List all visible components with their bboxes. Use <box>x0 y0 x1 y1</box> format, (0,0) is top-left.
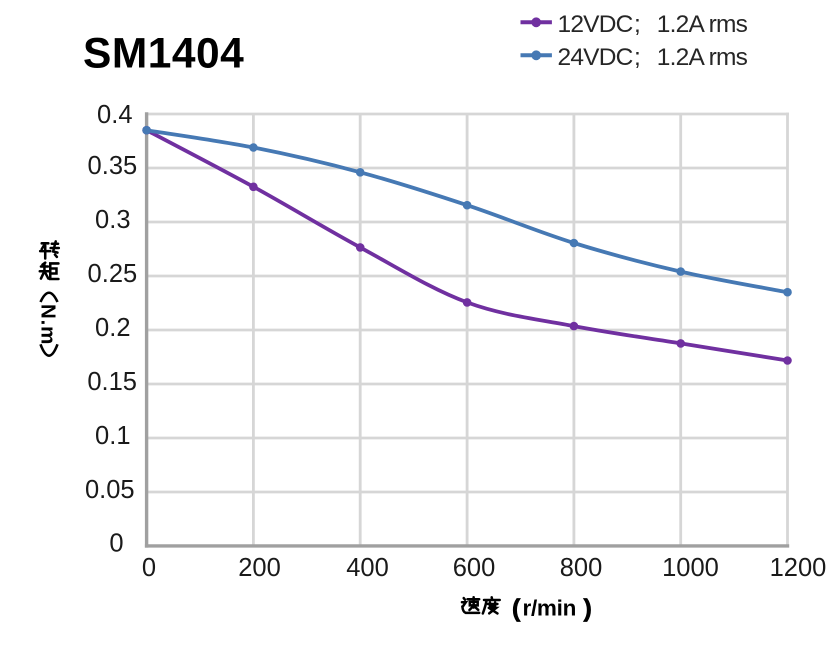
svg-text:800: 800 <box>560 554 603 582</box>
svg-text:;: ; <box>634 44 641 71</box>
svg-text:12VDC: 12VDC <box>558 11 633 38</box>
svg-text:0.2: 0.2 <box>95 314 130 342</box>
svg-text:0.25: 0.25 <box>88 260 138 288</box>
svg-text:0: 0 <box>109 530 123 558</box>
svg-text:1.2A rms: 1.2A rms <box>657 11 748 38</box>
svg-text:SM1404: SM1404 <box>83 31 244 78</box>
svg-text:N.m: N.m <box>37 304 60 345</box>
svg-text:0.05: 0.05 <box>85 476 135 504</box>
svg-text:1.2A rms: 1.2A rms <box>657 44 748 71</box>
svg-text:0.3: 0.3 <box>95 206 130 234</box>
svg-text:0.35: 0.35 <box>88 152 138 180</box>
svg-text:): ) <box>584 595 592 623</box>
svg-text:24VDC: 24VDC <box>558 44 633 71</box>
svg-text:(: ( <box>512 595 521 623</box>
svg-text:0.15: 0.15 <box>87 368 137 396</box>
svg-text:0.4: 0.4 <box>97 101 132 129</box>
svg-text:1200: 1200 <box>770 554 827 582</box>
svg-text:0: 0 <box>142 554 156 582</box>
svg-text:;: ; <box>634 11 641 38</box>
svg-text:0.1: 0.1 <box>95 422 130 450</box>
svg-text:400: 400 <box>346 554 389 582</box>
svg-text:600: 600 <box>453 554 496 582</box>
svg-text:200: 200 <box>238 554 281 582</box>
svg-text:1000: 1000 <box>662 554 719 582</box>
svg-text:r/min: r/min <box>523 596 577 621</box>
